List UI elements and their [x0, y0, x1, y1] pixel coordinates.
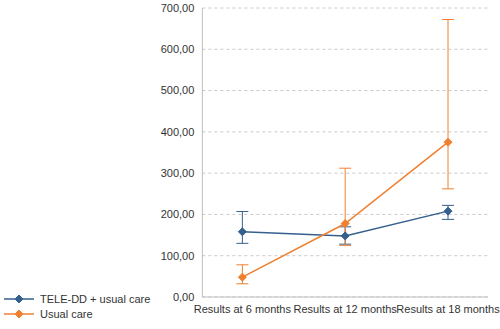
svg-text:0,00: 0,00 [173, 291, 194, 303]
svg-text:200,00: 200,00 [161, 208, 195, 220]
svg-text:400,00: 400,00 [161, 126, 195, 138]
svg-text:Results at 6 months: Results at 6 months [194, 303, 292, 315]
svg-text:100,00: 100,00 [161, 250, 195, 262]
svg-text:300,00: 300,00 [161, 167, 195, 179]
svg-text:700,00: 700,00 [161, 2, 195, 14]
html-text:Usual care: Usual care [40, 307, 93, 320]
svg-text:Results at 12 months: Results at 12 months [294, 303, 398, 315]
svg-text:600,00: 600,00 [161, 43, 195, 55]
svg-text:500,00: 500,00 [161, 84, 195, 96]
svg-text:Results at 18 months: Results at 18 months [396, 303, 492, 315]
html-text:TELE-DD + usual care: TELE-DD + usual care [40, 292, 151, 305]
